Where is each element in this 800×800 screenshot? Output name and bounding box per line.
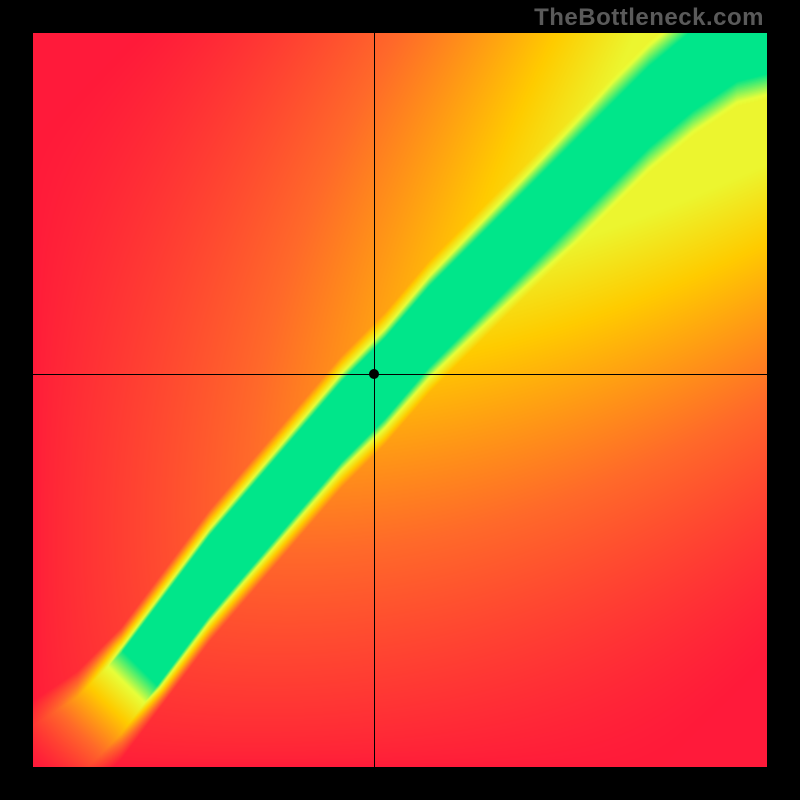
watermark-text: TheBottleneck.com	[534, 4, 764, 32]
bottleneck-heatmap	[33, 33, 767, 767]
crosshair-horizontal	[33, 374, 767, 375]
crosshair-vertical	[374, 33, 375, 767]
data-point-marker	[369, 369, 379, 379]
